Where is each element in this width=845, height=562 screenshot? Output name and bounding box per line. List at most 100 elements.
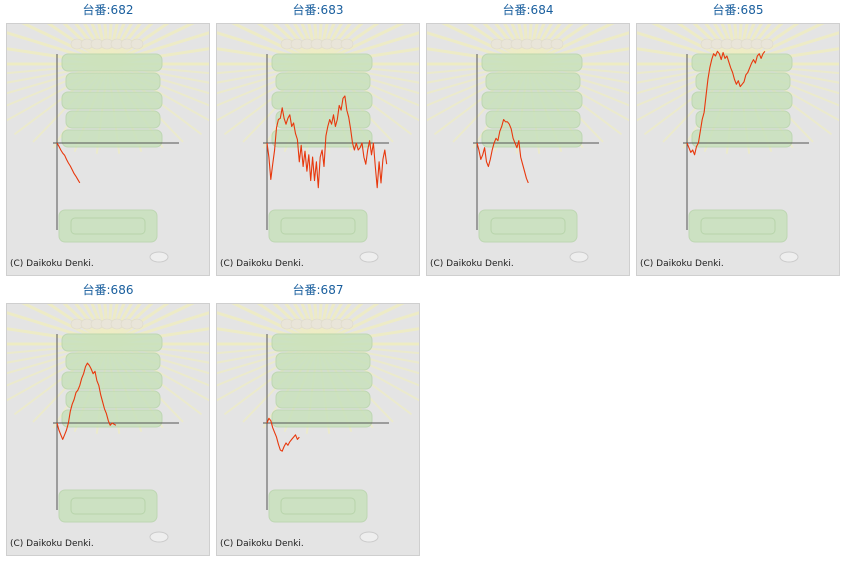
- panel-wash: [7, 304, 209, 555]
- slump-graph-svg: [427, 24, 629, 275]
- sunburst-ray: [107, 24, 170, 66]
- decor-tray: [61, 53, 163, 72]
- sunburst-ray: [107, 24, 195, 66]
- machine-card: 台番:683 (C) Daikoku Denki.: [216, 0, 420, 276]
- sunburst-ray: [527, 24, 615, 66]
- sunburst-ray: [106, 24, 113, 65]
- decor-bead: [130, 38, 144, 50]
- machine-number-title[interactable]: 台番:684: [502, 3, 554, 17]
- copyright-label: (C) Daikoku Denki.: [10, 539, 94, 549]
- copyright-label: (C) Daikoku Denki.: [10, 259, 94, 269]
- sunburst-ray: [527, 63, 629, 107]
- sunburst-ray: [676, 24, 739, 66]
- sunburst-ray: [231, 304, 319, 346]
- decor-coin: [359, 531, 379, 543]
- sunburst-ray: [317, 343, 419, 387]
- panel-wash: [427, 24, 629, 275]
- decor-tray: [65, 110, 161, 129]
- sunburst-ray: [107, 304, 170, 346]
- sunburst-ray: [106, 304, 113, 345]
- decor-tray: [275, 110, 371, 129]
- sunburst-ray: [307, 304, 320, 345]
- slump-line: [56, 142, 81, 184]
- sunburst-ray: [256, 304, 319, 346]
- decor-tray: [695, 72, 791, 91]
- copyright-label: (C) Daikoku Denki.: [430, 259, 514, 269]
- sunburst-ray: [317, 304, 405, 346]
- sunburst-ray: [317, 24, 380, 66]
- sunburst-ray: [97, 304, 110, 345]
- machine-card: 台番:685 (C) Daikoku Denki.: [636, 0, 840, 276]
- sunburst-ray: [736, 24, 743, 65]
- slump-line: [56, 362, 117, 440]
- decor-tray: [271, 53, 373, 72]
- sunburst-ray: [651, 24, 739, 66]
- decor-bead: [340, 318, 354, 330]
- sunburst-ray: [427, 63, 529, 107]
- decor-bottom-tray-inner: [700, 217, 776, 235]
- sunburst-ray: [107, 304, 195, 346]
- sunburst-ray: [307, 24, 320, 65]
- machine-number-title[interactable]: 台番:686: [82, 283, 134, 297]
- copyright-label: (C) Daikoku Denki.: [220, 259, 304, 269]
- decor-bottom-tray-inner: [70, 497, 146, 515]
- decor-tray: [61, 371, 163, 390]
- decor-tray: [695, 110, 791, 129]
- sunburst-ray: [317, 304, 380, 346]
- sunburst-ray: [21, 304, 109, 346]
- sunburst-ray: [517, 24, 530, 65]
- decor-tray: [65, 390, 161, 409]
- decor-bottom-tray-inner: [490, 217, 566, 235]
- slump-graph-svg: [217, 24, 419, 275]
- sunburst-ray: [217, 343, 319, 387]
- slump-graph-svg: [637, 24, 839, 275]
- decor-coin: [569, 251, 589, 263]
- decor-tray: [271, 371, 373, 390]
- slump-graph-svg: [7, 304, 209, 555]
- slump-line: [266, 417, 300, 452]
- sunburst-ray: [527, 24, 590, 66]
- slump-graph-panel: (C) Daikoku Denki.: [636, 23, 840, 276]
- decor-tray: [65, 72, 161, 91]
- sunburst-ray: [7, 63, 109, 107]
- decor-coin: [359, 251, 379, 263]
- decor-tray: [61, 91, 163, 110]
- machine-number-title[interactable]: 台番:683: [292, 3, 344, 17]
- slump-graph-panel: (C) Daikoku Denki.: [216, 23, 420, 276]
- decor-tray: [61, 333, 163, 352]
- machine-number-title[interactable]: 台番:687: [292, 283, 344, 297]
- decor-tray: [275, 352, 371, 371]
- decor-bead: [130, 318, 144, 330]
- decor-bead: [340, 38, 354, 50]
- sunburst-ray: [526, 24, 533, 65]
- panel-illustration: [637, 24, 839, 275]
- sunburst-ray: [466, 24, 529, 66]
- copyright-label: (C) Daikoku Denki.: [220, 539, 304, 549]
- sunburst-ray: [317, 63, 419, 107]
- slump-graph-panel: (C) Daikoku Denki.: [6, 23, 210, 276]
- machine-card: 台番:687 (C) Daikoku Denki.: [216, 280, 420, 556]
- sunburst-ray: [107, 63, 209, 107]
- sunburst-ray: [217, 63, 319, 107]
- panel-illustration: [217, 304, 419, 555]
- decor-tray: [275, 72, 371, 91]
- sunburst-ray: [46, 304, 109, 346]
- panel-illustration: [7, 24, 209, 275]
- copyright-label: (C) Daikoku Denki.: [640, 259, 724, 269]
- machine-card: 台番:686 (C) Daikoku Denki.: [6, 280, 210, 556]
- panel-illustration: [217, 24, 419, 275]
- slump-graph-panel: (C) Daikoku Denki.: [216, 303, 420, 556]
- decor-bead: [760, 38, 774, 50]
- decor-tray: [691, 53, 793, 72]
- slump-graph-panel: (C) Daikoku Denki.: [6, 303, 210, 556]
- sunburst-ray: [316, 24, 323, 65]
- sunburst-ray: [316, 304, 323, 345]
- decor-coin: [149, 531, 169, 543]
- panel-wash: [637, 24, 839, 275]
- slump-graph-panel: (C) Daikoku Denki.: [426, 23, 630, 276]
- sunburst-ray: [727, 24, 740, 65]
- sunburst-ray: [737, 63, 839, 107]
- machine-number-title[interactable]: 台番:682: [82, 3, 134, 17]
- slump-graph-svg: [217, 304, 419, 555]
- machine-number-title[interactable]: 台番:685: [712, 3, 764, 17]
